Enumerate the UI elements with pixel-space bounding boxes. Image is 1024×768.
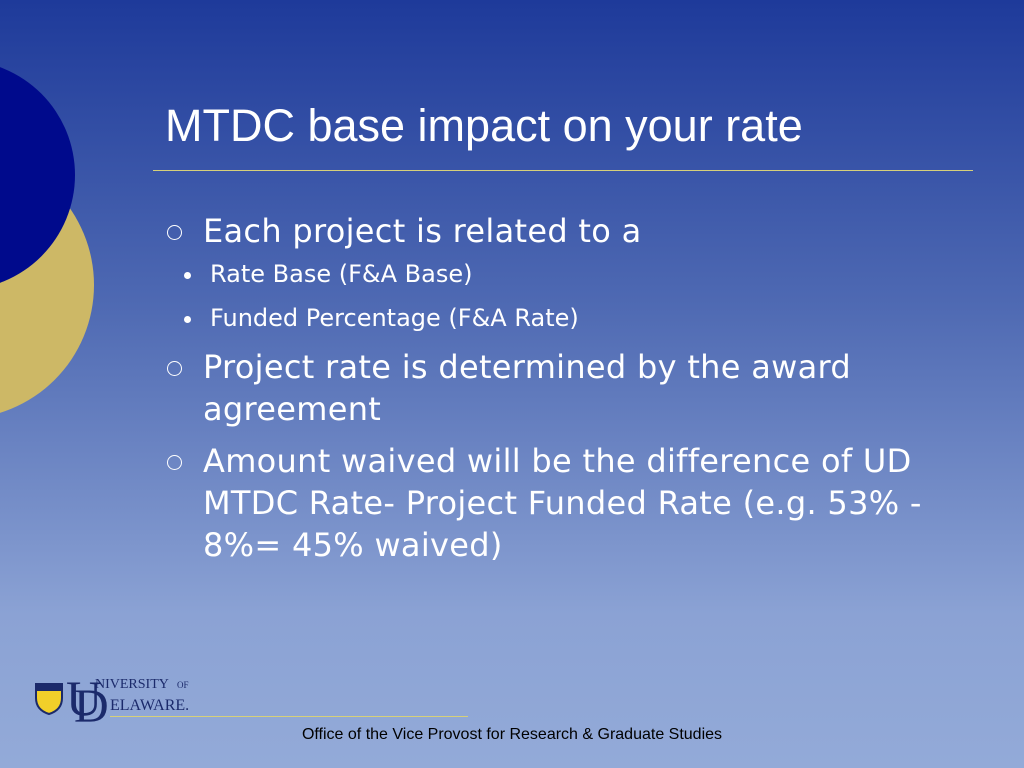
bullet: Each project is related to a [165, 210, 955, 252]
sub-bullet: Funded Percentage (F&A Rate) [165, 296, 955, 340]
bullet: Project rate is determined by the award … [165, 346, 955, 430]
logo: U D NIVERSITY OF ELAWARE. [35, 670, 189, 733]
footer-rule [110, 716, 468, 717]
footer: Office of the Vice Provost for Research … [301, 726, 723, 743]
slide-title: MTDC base impact on your rate [165, 100, 803, 151]
title-rule [153, 170, 973, 171]
svg-text:D: D [74, 680, 109, 733]
logo-text: NIVERSITY [95, 677, 169, 692]
bullet: Amount waived will be the difference of … [165, 440, 955, 566]
svg-text:U: U [66, 670, 102, 726]
bullet-list: Each project is related to a Rate Base (F… [165, 210, 955, 576]
navy-circle [0, 67, 75, 283]
logo-text: ELAWARE. [110, 697, 189, 714]
sub-bullet: Rate Base (F&A Base) [165, 252, 955, 296]
logo-text: OF [177, 680, 189, 690]
